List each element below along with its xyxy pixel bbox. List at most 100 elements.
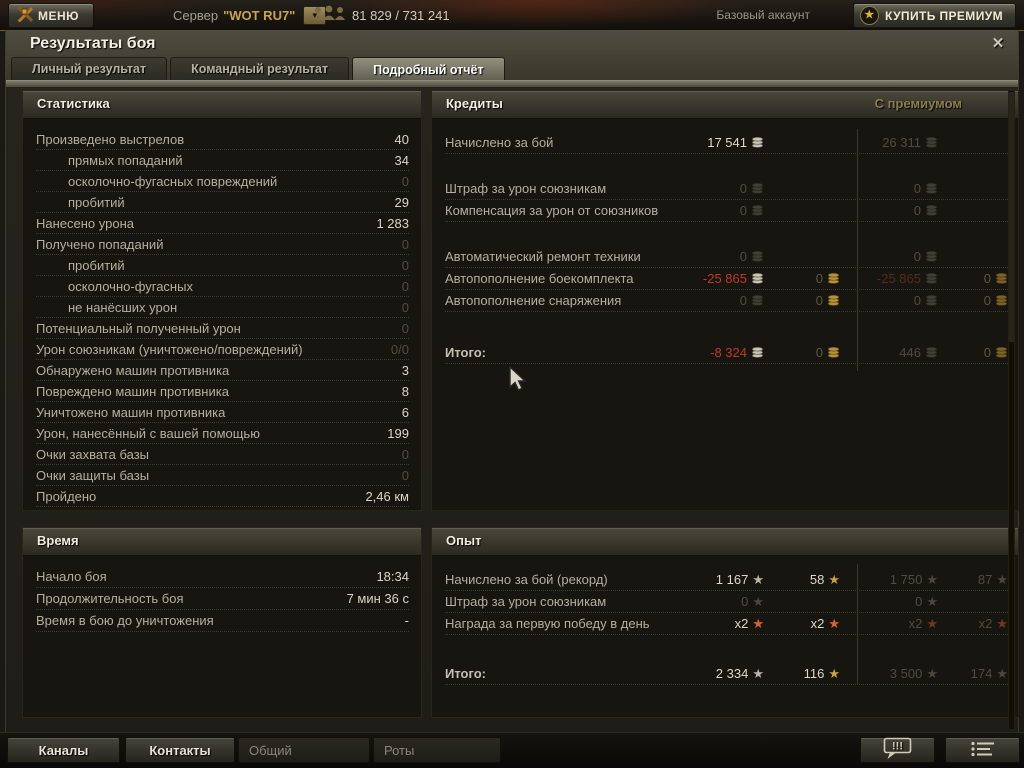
row-label: Штраф за урон союзникам bbox=[445, 181, 607, 196]
coin-sd-icon bbox=[751, 183, 764, 194]
value-cell: 0 bbox=[764, 271, 840, 286]
row-value: 0 bbox=[401, 467, 409, 483]
stat-row: Нанесено урона 1 283 bbox=[36, 213, 409, 234]
notifications-button[interactable]: !!! bbox=[860, 737, 935, 763]
experience-title: Опыт bbox=[446, 533, 482, 548]
value-cell: 17 541 bbox=[669, 135, 764, 150]
value-cell: 3 500 ★ bbox=[840, 666, 938, 681]
row-label: Время в бою до уничтожения bbox=[36, 613, 214, 628]
server-selector: Сервер "WOT RU7" ▼ bbox=[173, 0, 327, 30]
close-icon[interactable]: ✕ bbox=[991, 35, 1005, 52]
stat-row: Продолжительность боя 7 мин 36 с bbox=[36, 588, 409, 610]
value-cell: 0 bbox=[669, 293, 764, 308]
row-label: Награда за первую победу в день bbox=[445, 616, 650, 631]
coin-gd-icon bbox=[995, 273, 1008, 284]
chat-bubble-icon: !!! bbox=[883, 737, 913, 763]
players-online-icon bbox=[312, 5, 346, 26]
value-cell: 1 167 ★ bbox=[669, 572, 764, 587]
scrollbar[interactable] bbox=[1008, 90, 1015, 730]
statistics-title: Статистика bbox=[37, 96, 110, 111]
buy-premium-button[interactable]: ★ КУПИТЬ ПРЕМИУМ bbox=[853, 3, 1016, 28]
stat-row: Получено попаданий 0 bbox=[36, 234, 409, 255]
row-value: 1 283 bbox=[376, 215, 409, 231]
buy-premium-label: КУПИТЬ ПРЕМИУМ bbox=[885, 8, 1003, 23]
cell-value: 0 bbox=[739, 293, 747, 308]
row-label: Итого: bbox=[445, 345, 486, 360]
row-label: Нанесено урона bbox=[36, 215, 135, 231]
cell-value: 1 167 bbox=[715, 572, 749, 587]
channels-button[interactable]: Каналы bbox=[7, 737, 120, 763]
top-bar: МЕНЮ Сервер "WOT RU7" ▼ 81 829 / 731 241… bbox=[0, 0, 1024, 31]
cell-value: 26 311 bbox=[882, 135, 921, 150]
value-cell: 0 ★ bbox=[840, 594, 938, 609]
value-cell: 87 ★ bbox=[938, 572, 1008, 587]
contacts-button[interactable]: Контакты bbox=[125, 737, 235, 763]
coin-sd-icon bbox=[925, 347, 938, 358]
cell-value: 0 bbox=[913, 249, 921, 264]
cell-value: x2 bbox=[908, 616, 923, 631]
coin-sd-icon bbox=[925, 273, 938, 284]
value-row: Итого: 2 334 ★ 116 ★ 3 500 ★ 174 ★ bbox=[445, 663, 1008, 685]
tab-1[interactable]: Командный результат bbox=[170, 57, 350, 80]
row-label: Потенциальный полученный урон bbox=[36, 320, 241, 336]
online-count: 81 829 / 731 241 bbox=[352, 7, 450, 23]
value-cell: 0 bbox=[764, 345, 840, 360]
row-label: Начислено за бой bbox=[445, 135, 554, 150]
time-header: Время bbox=[23, 528, 421, 556]
cell-value: x2 bbox=[810, 616, 825, 631]
row-value: 0 bbox=[401, 236, 409, 252]
cell-value: 1 750 bbox=[889, 572, 923, 587]
cell-value: x2 bbox=[978, 616, 993, 631]
menu-button[interactable]: МЕНЮ bbox=[8, 3, 95, 28]
stat-row: Начало боя 18:34 bbox=[36, 566, 409, 588]
row-label: осколочно-фугасных bbox=[68, 278, 193, 294]
row-value: 18:34 bbox=[376, 569, 409, 584]
bottom-bar: Каналы Контакты Общий Роты !!! bbox=[0, 732, 1024, 768]
value-row: Автопополнение снаряжения 0 0 0 0 bbox=[445, 290, 1008, 312]
row-value: - bbox=[404, 613, 409, 628]
coin-s-icon bbox=[751, 347, 764, 358]
value-cell: 0 bbox=[840, 181, 938, 196]
row-label: Начало боя bbox=[36, 569, 107, 584]
stat-row: Пройдено 2,46 км bbox=[36, 486, 409, 507]
coin-gd-icon bbox=[995, 295, 1008, 306]
row-value: 0 bbox=[401, 257, 409, 273]
star-sd-icon: ★ bbox=[926, 572, 938, 587]
chat-tab-companies[interactable]: Роты bbox=[373, 737, 501, 763]
scrollbar-thumb[interactable] bbox=[1009, 92, 1014, 342]
premium-column-divider bbox=[857, 129, 858, 371]
value-cell: -25 865 bbox=[669, 271, 764, 286]
coin-g-icon bbox=[827, 273, 840, 284]
row-label: Пройдено bbox=[36, 488, 97, 504]
row-label: Автопополнение боекомплекта bbox=[445, 271, 634, 286]
cell-value: 0 bbox=[815, 345, 823, 360]
tab-0[interactable]: Личный результат bbox=[11, 57, 168, 80]
row-label: Произведено выстрелов bbox=[36, 131, 185, 147]
star-sd-icon: ★ bbox=[996, 666, 1008, 681]
statistics-header: Статистика bbox=[23, 91, 421, 119]
row-label: Штраф за урон союзникам bbox=[445, 594, 607, 609]
tab-2[interactable]: Подробный отчёт bbox=[352, 57, 505, 81]
stat-row: осколочно-фугасных повреждений 0 bbox=[36, 171, 409, 192]
credits-rows: Начислено за бой 17 541 26 311 Штраф за уро… bbox=[432, 119, 1018, 364]
row-value: 0 bbox=[401, 173, 409, 189]
value-row: Награда за первую победу в день x2 ★ x2 ★ x2 ★… bbox=[445, 613, 1008, 635]
coin-g-icon bbox=[827, 347, 840, 358]
coin-sd-icon bbox=[751, 205, 764, 216]
row-label: Урон союзникам (уничтожено/повреждений) bbox=[36, 341, 303, 357]
value-cell: 0 bbox=[938, 345, 1008, 360]
battle-log-button[interactable] bbox=[945, 737, 1020, 763]
value-row: Штраф за урон союзникам 0 0 bbox=[445, 178, 1008, 200]
row-value: 8 bbox=[401, 383, 409, 399]
value-cell: 0 bbox=[840, 249, 938, 264]
stat-row: пробитий 29 bbox=[36, 192, 409, 213]
cell-value: x2 bbox=[734, 616, 749, 631]
row-label: Очки защиты базы bbox=[36, 467, 150, 483]
star-sd-icon: ★ bbox=[996, 572, 1008, 587]
battle-results-dialog: Результаты боя ✕ Личный результат Командн… bbox=[5, 30, 1019, 733]
chat-tab-general[interactable]: Общий bbox=[238, 737, 370, 763]
server-name: "WOT RU7" bbox=[223, 7, 296, 23]
credits-header: Кредиты С премиумом bbox=[432, 91, 1018, 119]
cell-value: 87 bbox=[977, 572, 993, 587]
